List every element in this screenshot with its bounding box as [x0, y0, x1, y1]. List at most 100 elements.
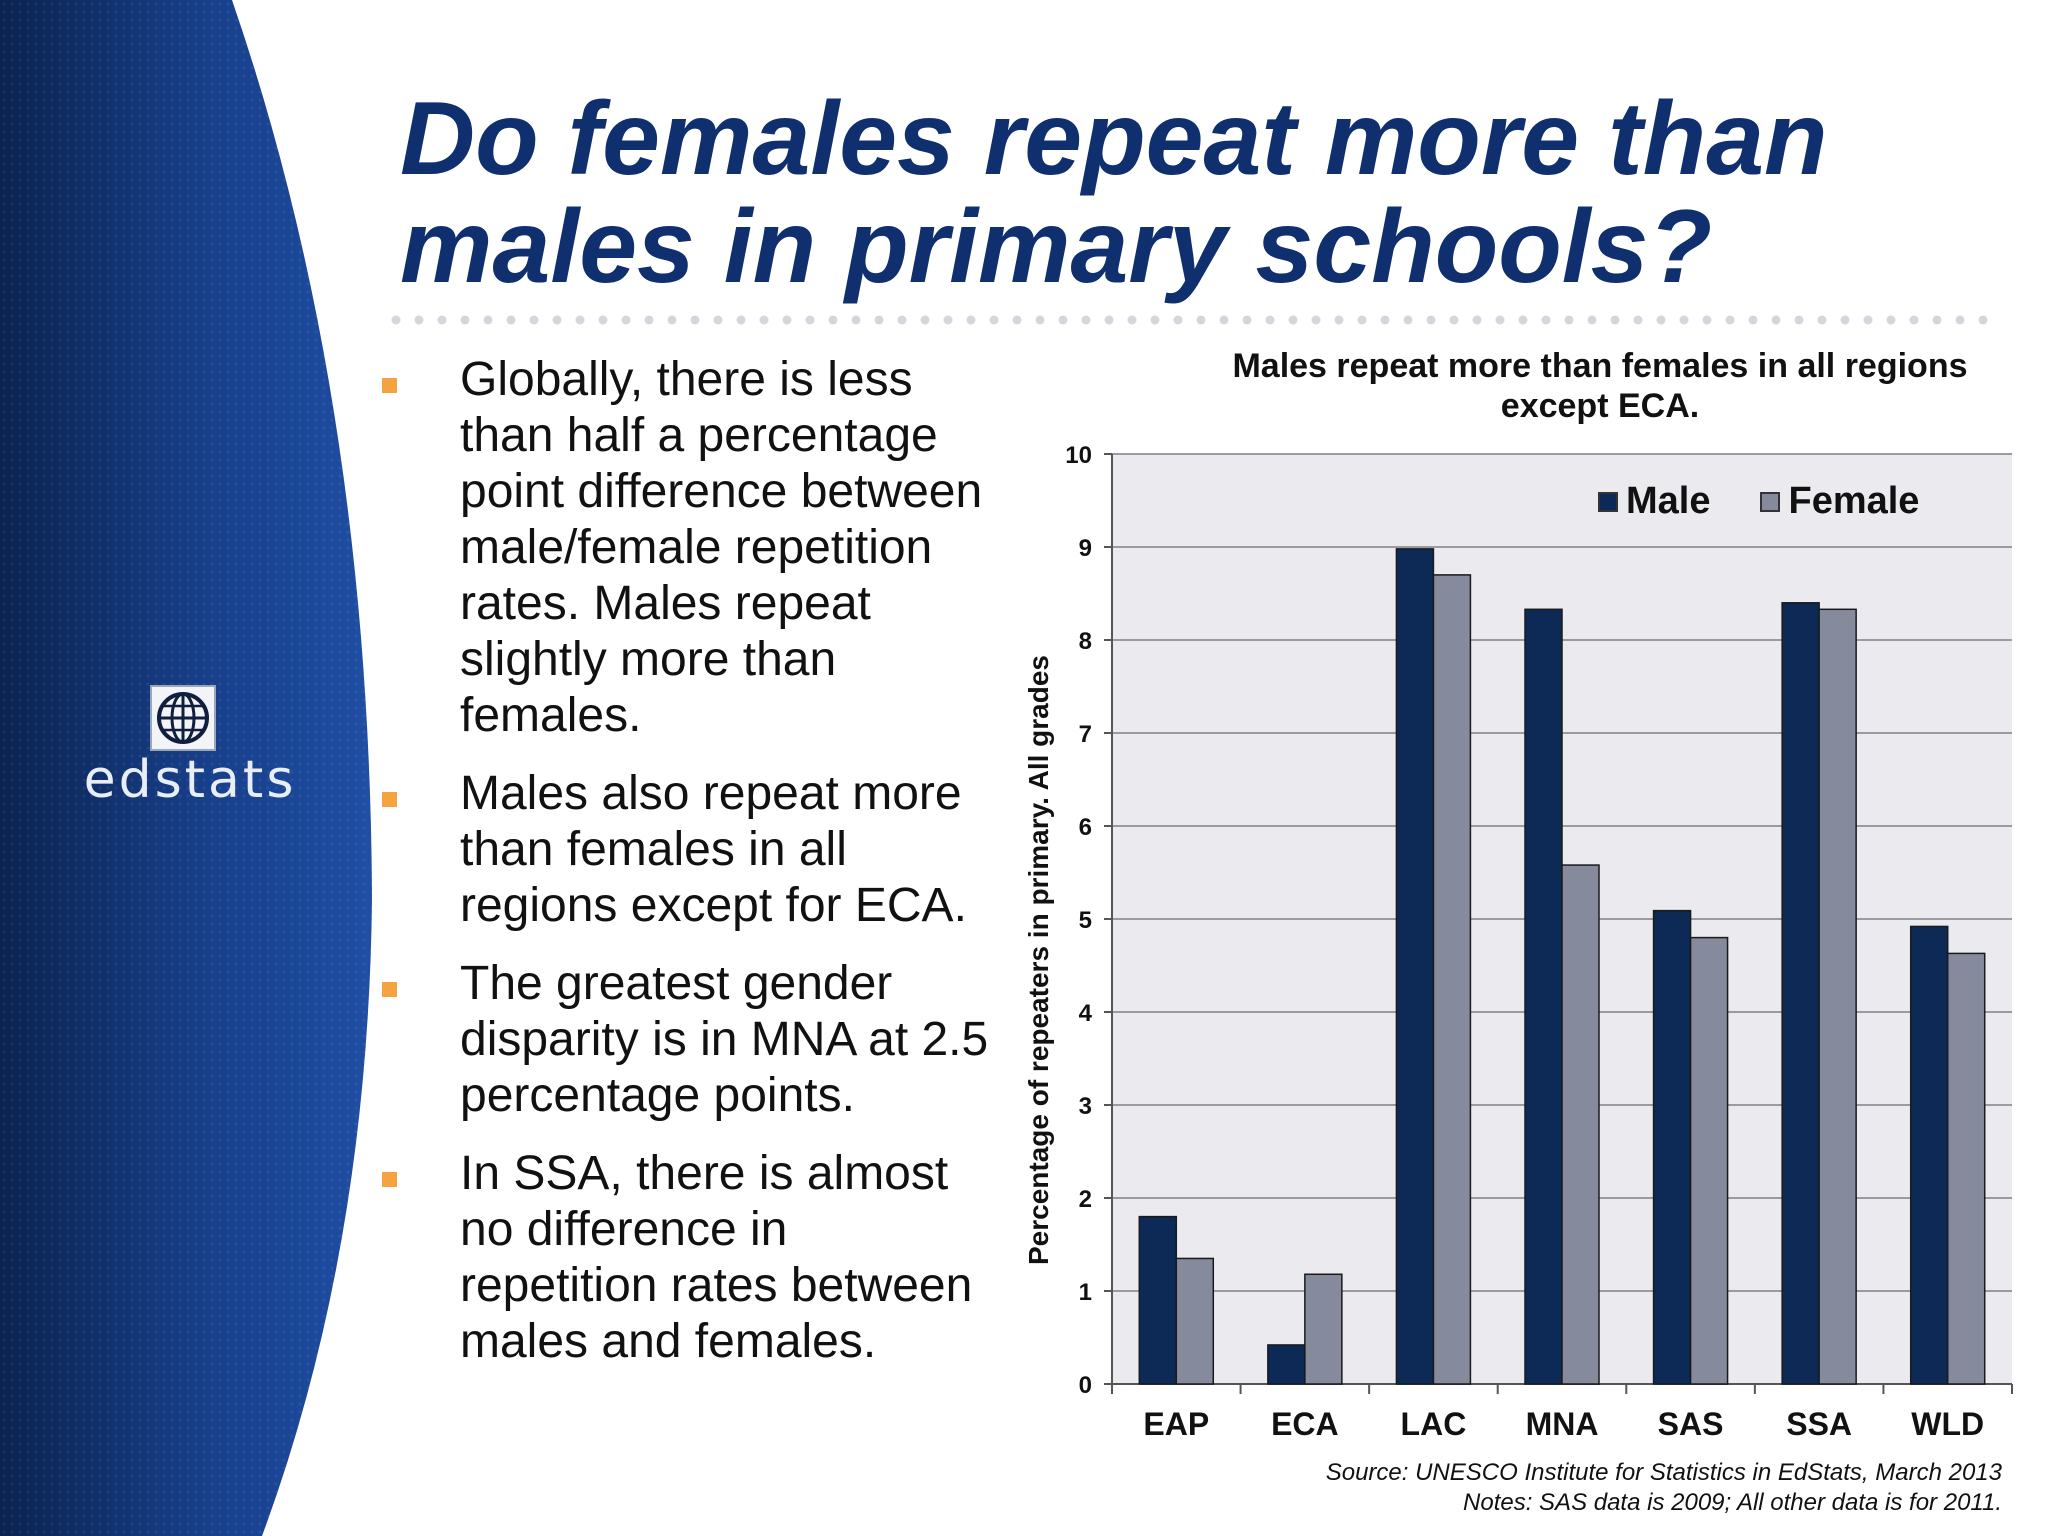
- chart-title-line-1: Males repeat more than females in all re…: [1232, 347, 1968, 385]
- divider-dot: [1495, 315, 1505, 325]
- legend-label-male: Male: [1626, 480, 1711, 522]
- y-tick-label: 5: [1079, 907, 1092, 934]
- divider-dot: [506, 315, 516, 325]
- divider-dot: [1610, 315, 1620, 325]
- divider-dot: [1012, 315, 1022, 325]
- divider-dot: [1242, 315, 1252, 325]
- divider-dot: [1311, 315, 1321, 325]
- notes-line: Notes: SAS data is 2009; All other data …: [1463, 1489, 2002, 1516]
- divider-dot: [621, 315, 631, 325]
- divider-dot: [1702, 315, 1712, 325]
- divider-dot: [483, 315, 493, 325]
- chart-title: Males repeat more than females in all re…: [1180, 346, 2020, 426]
- divider-dot: [1104, 315, 1114, 325]
- sidebar-background: [0, 0, 372, 1536]
- chart-legend: Male Female: [1598, 480, 1919, 523]
- divider-dot: [920, 315, 930, 325]
- legend-swatch-male: [1598, 491, 1618, 512]
- bar-female-sas: [1689, 936, 1729, 1385]
- divider-dot: [851, 315, 861, 325]
- y-tick-label: 10: [1065, 442, 1092, 469]
- divider-dot: [644, 315, 654, 325]
- slide-title-line-2: males in primary schools?: [400, 189, 1713, 305]
- bar-male-mna: [1524, 608, 1563, 1385]
- legend-item-male: Male: [1598, 480, 1710, 523]
- bar-male-eap: [1138, 1215, 1178, 1385]
- divider-dot: [1035, 315, 1045, 325]
- divider-dot: [1403, 315, 1413, 325]
- divider-dot: [1265, 315, 1275, 325]
- divider-dot: [1196, 315, 1206, 325]
- divider-dot: [943, 315, 953, 325]
- x-tick-label: MNA: [1526, 1406, 1599, 1442]
- divider-dot: [1219, 315, 1229, 325]
- bullet-list: Globally, there is less than half a perc…: [378, 352, 998, 1392]
- divider-dot: [1449, 315, 1459, 325]
- divider-dot: [1058, 315, 1068, 325]
- divider-dot: [782, 315, 792, 325]
- divider-dot: [529, 315, 539, 325]
- x-tick-label: SAS: [1658, 1406, 1724, 1442]
- y-tick-label: 9: [1079, 535, 1092, 562]
- divider-dot: [1633, 315, 1643, 325]
- divider-dot: [1679, 315, 1689, 325]
- divider-dot: [1748, 315, 1758, 325]
- divider-dot: [1886, 315, 1896, 325]
- divider-dot: [989, 315, 999, 325]
- divider-dot: [1817, 315, 1827, 325]
- divider-dot: [1426, 315, 1436, 325]
- divider-dot: [897, 315, 907, 325]
- bar-male-wld: [1909, 925, 1949, 1385]
- divider-dot: [690, 315, 700, 325]
- bullet-item: The greatest gender disparity is in MNA …: [378, 956, 998, 1124]
- globe-icon: [150, 685, 216, 751]
- divider-dot: [575, 315, 585, 325]
- divider-dot: [1127, 315, 1137, 325]
- bullet-square-icon: [382, 792, 397, 807]
- divider-dot: [1518, 315, 1528, 325]
- divider-dot: [1840, 315, 1850, 325]
- edstats-logo-text: edstats: [83, 750, 297, 810]
- divider-dot: [1725, 315, 1735, 325]
- divider-dot: [1794, 315, 1804, 325]
- divider-dot: [1334, 315, 1344, 325]
- bullet-item: Males also repeat more than females in a…: [378, 766, 998, 934]
- bullet-square-icon: [382, 378, 397, 393]
- y-tick-label: 1: [1079, 1279, 1092, 1306]
- divider-dot: [966, 315, 976, 325]
- bar-chart: 0 1 2 3 4 5 6 7 8 9 10 EAP ECA LAC MNA SAS SSA WLD: [1065, 442, 2013, 1442]
- divider-dot: [437, 315, 447, 325]
- bar-male-lac: [1395, 548, 1435, 1385]
- bullet-square-icon: [382, 982, 397, 997]
- y-tick-label: 0: [1079, 1372, 1092, 1399]
- bullet-text: Globally, there is less than half a perc…: [460, 353, 983, 742]
- source-note: Source: UNESCO Institute for Statistics …: [1326, 1458, 2002, 1518]
- divider-dot: [874, 315, 884, 325]
- divider-dot: [1771, 315, 1781, 325]
- y-tick-label: 2: [1079, 1186, 1092, 1213]
- bar-female-mna: [1561, 864, 1600, 1385]
- divider-dot: [1932, 315, 1942, 325]
- x-tick-label: ECA: [1271, 1406, 1339, 1442]
- legend-item-female: Female: [1760, 480, 1919, 523]
- divider-dot: [414, 315, 424, 325]
- dotted-divider: [391, 315, 1988, 325]
- divider-dot: [805, 315, 815, 325]
- bar-female-wld: [1946, 952, 1986, 1385]
- bullet-item: In SSA, there is almost no difference in…: [378, 1146, 998, 1370]
- source-line: Source: UNESCO Institute for Statistics …: [1325, 1459, 2002, 1486]
- divider-dot: [1863, 315, 1873, 325]
- y-axis-label: Percentage of repeaters in primary. All …: [1023, 655, 1054, 1266]
- divider-dot: [391, 315, 401, 325]
- divider-dot: [713, 315, 723, 325]
- divider-dot: [598, 315, 608, 325]
- divider-dot: [1955, 315, 1965, 325]
- x-tick-label: EAP: [1143, 1406, 1209, 1442]
- bar-male-sas: [1652, 909, 1692, 1385]
- x-tick-label: WLD: [1911, 1406, 1984, 1442]
- legend-label-female: Female: [1788, 480, 1920, 522]
- bar-female-eca: [1304, 1273, 1343, 1385]
- slide-title: Do females repeat more than males in pri…: [400, 85, 1960, 301]
- slide-title-line-1: Do females repeat more than: [400, 81, 1828, 197]
- divider-dot: [1150, 315, 1160, 325]
